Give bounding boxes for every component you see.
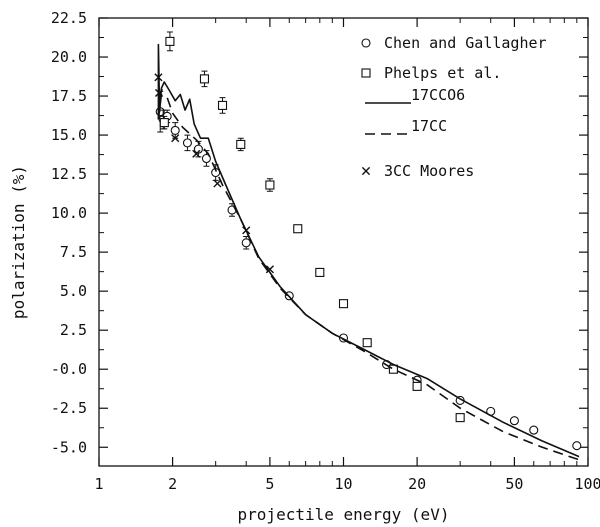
series-line-17cc06 xyxy=(157,43,580,458)
data-point-circle xyxy=(509,416,519,426)
y-tick-label: 2.5 xyxy=(60,321,87,339)
y-tick-label: 15.0 xyxy=(51,126,87,144)
data-point-square xyxy=(315,267,325,277)
data-point-x xyxy=(242,226,251,235)
data-point-square xyxy=(338,299,349,309)
y-tick-label: 20.0 xyxy=(51,48,87,66)
data-point-square xyxy=(412,381,422,391)
legend-label: Phelps et al. xyxy=(384,64,501,82)
x-tick-label: 5 xyxy=(265,475,274,493)
y-tick-label: -5.0 xyxy=(51,438,87,456)
data-point-square xyxy=(159,118,169,128)
x-tick-label: 1 xyxy=(94,475,103,493)
legend-label: 3CC Moores xyxy=(384,162,474,180)
x-axis-label: projectile energy (eV) xyxy=(238,505,450,524)
data-point-circle xyxy=(193,144,203,154)
chart-marks xyxy=(154,31,582,461)
data-point-square xyxy=(293,224,303,234)
legend-item: 17CCO6 xyxy=(365,86,465,104)
legend-item: Phelps et al. xyxy=(361,64,501,82)
data-point-x xyxy=(265,265,274,274)
y-tick-label: 12.5 xyxy=(51,165,87,183)
data-point-x xyxy=(213,179,222,188)
y-tick-label: -2.5 xyxy=(51,399,87,417)
legend: Chen and Gallagher Phelps et al. 17CCO6 17C… xyxy=(361,34,547,180)
data-point-square xyxy=(236,139,246,149)
x-tick-label: 10 xyxy=(334,475,352,493)
series-2 xyxy=(157,43,580,458)
data-point-circle xyxy=(572,441,582,451)
legend-label: Chen and Gallagher xyxy=(384,34,547,52)
y-tick-label: 22.5 xyxy=(51,9,87,27)
plot-frame xyxy=(98,17,589,467)
x-tick-label: 50 xyxy=(505,475,523,493)
data-point-square xyxy=(265,180,275,190)
series-3 xyxy=(157,93,580,461)
y-tick-label: 7.5 xyxy=(60,243,87,261)
legend-marker-x xyxy=(361,166,371,176)
legend-item: 17CC xyxy=(365,117,447,135)
y-tick-label: 10.0 xyxy=(51,204,87,222)
legend-marker-square xyxy=(361,68,371,78)
data-point-square xyxy=(165,36,175,46)
data-point-square xyxy=(455,413,465,423)
tick-labels: 1 2 5 10 20 50 100 22.5 20.0 17.5 15.0 12.5 10.0 7.5 5… xyxy=(51,9,600,493)
legend-item: 3CC Moores xyxy=(361,162,474,180)
legend-marker-circle xyxy=(361,38,371,48)
series-4 xyxy=(154,73,274,274)
data-point-x xyxy=(171,134,180,143)
y-tick-label: -0.0 xyxy=(51,360,87,378)
x-tick-label: 20 xyxy=(408,475,426,493)
data-point-square xyxy=(217,100,228,110)
data-point-circle xyxy=(241,238,251,248)
data-point-circle xyxy=(201,153,211,164)
series-line-17cc xyxy=(157,93,580,461)
data-point-square xyxy=(362,338,372,348)
x-tick-label: 2 xyxy=(168,475,177,493)
y-axis-label: polarization (%) xyxy=(9,165,28,319)
y-tick-label: 17.5 xyxy=(51,87,87,105)
data-point-x xyxy=(154,73,163,82)
data-point-circle xyxy=(529,425,539,435)
legend-label: 17CCO6 xyxy=(411,86,465,104)
data-point-circle xyxy=(182,138,192,148)
data-point-x xyxy=(192,149,201,158)
y-tick-label: 5.0 xyxy=(60,282,87,300)
series-1 xyxy=(159,31,465,423)
x-tick-label: 100 xyxy=(574,475,600,493)
data-point-circle xyxy=(170,125,180,135)
series-0 xyxy=(155,90,582,451)
axis-ticks xyxy=(98,17,589,466)
data-point-x xyxy=(154,88,164,98)
legend-label: 17CC xyxy=(411,117,447,135)
data-point-square xyxy=(199,74,210,84)
legend-item: Chen and Gallagher xyxy=(361,34,547,52)
